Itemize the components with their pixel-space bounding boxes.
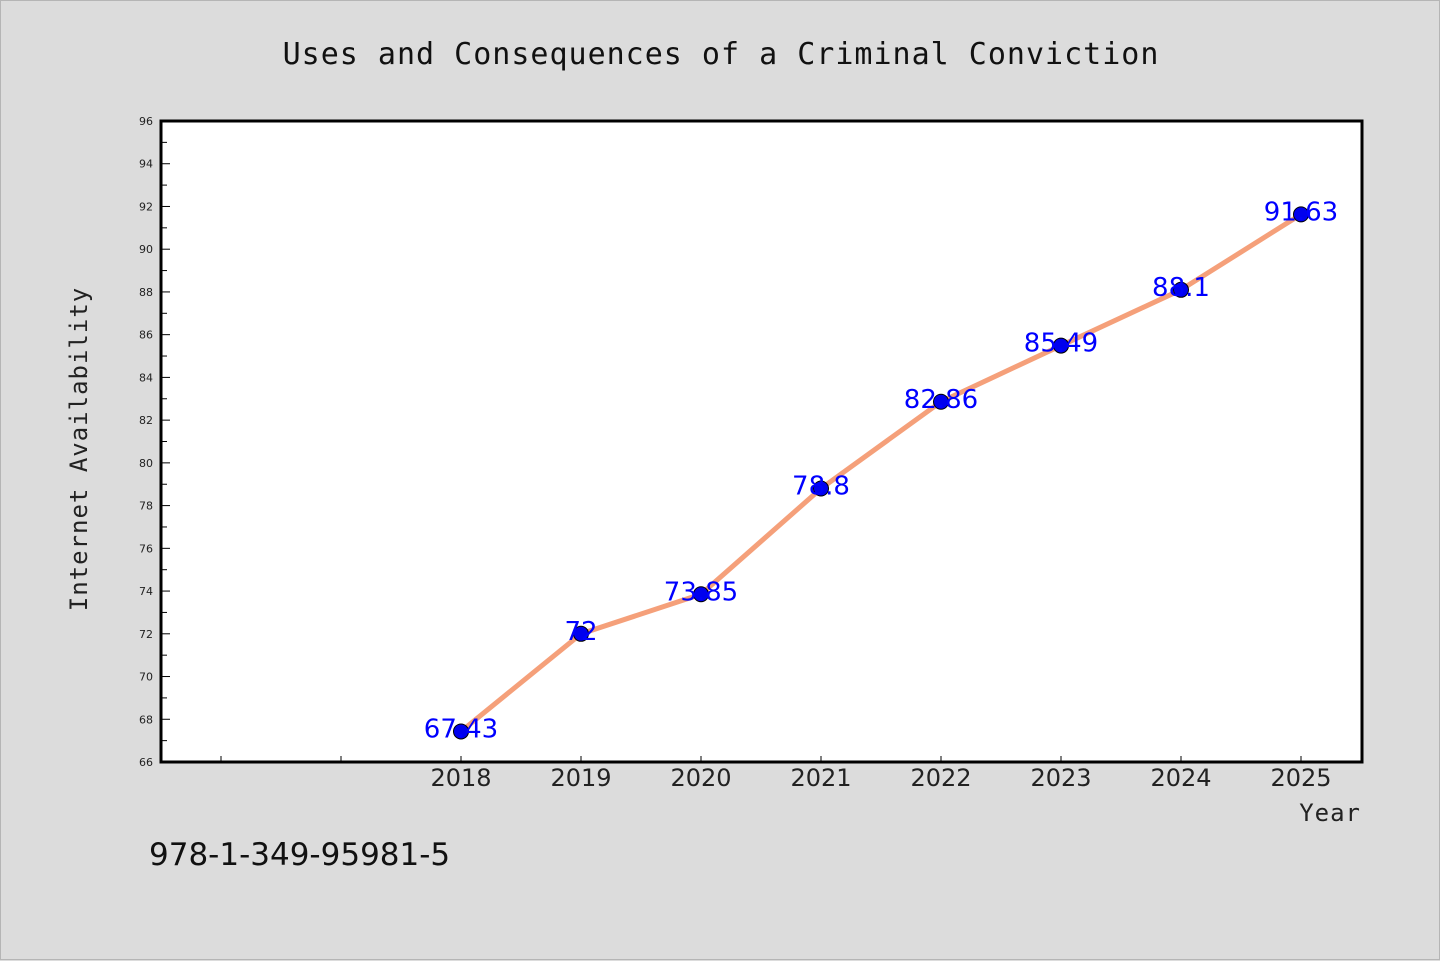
y-tick-label: 90 bbox=[139, 243, 153, 256]
data-label: 67.43 bbox=[424, 714, 498, 744]
data-label: 85.49 bbox=[1024, 329, 1098, 359]
x-axis-title: Year bbox=[1299, 799, 1361, 827]
y-tick-label: 82 bbox=[139, 414, 153, 427]
x-tick-label: 2020 bbox=[670, 764, 731, 792]
y-tick-label: 74 bbox=[139, 585, 153, 598]
data-point bbox=[573, 625, 589, 642]
data-point bbox=[1053, 337, 1069, 354]
data-label: 82.86 bbox=[904, 385, 978, 415]
data-label: 91.63 bbox=[1264, 197, 1338, 227]
chart-title: Uses and Consequences of a Criminal Conv… bbox=[283, 37, 1160, 72]
data-label: 72 bbox=[564, 617, 597, 647]
isbn-footnote: 978-1-349-95981-5 bbox=[149, 837, 450, 873]
y-tick-label: 76 bbox=[139, 542, 153, 555]
data-point bbox=[813, 480, 829, 497]
y-tick-label: 80 bbox=[139, 457, 153, 470]
y-tick-label: 92 bbox=[139, 200, 153, 213]
y-tick-label: 86 bbox=[139, 329, 153, 342]
y-tick-label: 94 bbox=[139, 158, 153, 171]
x-tick-label: 2025 bbox=[1270, 764, 1331, 792]
y-tick-label: 84 bbox=[139, 371, 153, 384]
data-label: 78.8 bbox=[792, 472, 850, 502]
x-tick-label: 2022 bbox=[910, 764, 971, 792]
data-point bbox=[1293, 206, 1309, 223]
y-tick-label: 70 bbox=[139, 671, 153, 684]
data-point bbox=[933, 393, 949, 410]
y-tick-label: 72 bbox=[139, 628, 153, 641]
y-axis-title: Internet Availability bbox=[65, 287, 93, 611]
y-tick-label: 66 bbox=[139, 756, 153, 769]
x-tick-label: 2019 bbox=[550, 764, 611, 792]
data-point bbox=[693, 586, 709, 603]
x-axis: 2018 2019 2020 2021 2022 2023 2024 2025 bbox=[220, 756, 1332, 792]
data-point bbox=[453, 723, 469, 740]
data-series: 67.43 72 73.85 78.8 82.86 85.49 88.1 91.63 bbox=[424, 197, 1338, 744]
data-label: 73.85 bbox=[664, 577, 738, 607]
data-label: 88.1 bbox=[1152, 273, 1210, 303]
y-tick-label: 78 bbox=[139, 500, 153, 513]
y-tick-label: 88 bbox=[139, 286, 153, 299]
x-tick-label: 2023 bbox=[1030, 764, 1091, 792]
x-tick-label: 2024 bbox=[1150, 764, 1211, 792]
data-point bbox=[1173, 281, 1189, 298]
y-tick-label: 68 bbox=[139, 713, 153, 726]
series-line bbox=[458, 211, 1304, 734]
x-tick-label: 2021 bbox=[790, 764, 851, 792]
y-axis: 66 68 70 72 74 76 78 80 82 84 86 88 90 92 94 96 bbox=[139, 115, 170, 769]
x-tick-label: 2018 bbox=[430, 764, 491, 792]
y-tick-label: 96 bbox=[139, 115, 153, 128]
plot-area bbox=[159, 119, 1364, 764]
